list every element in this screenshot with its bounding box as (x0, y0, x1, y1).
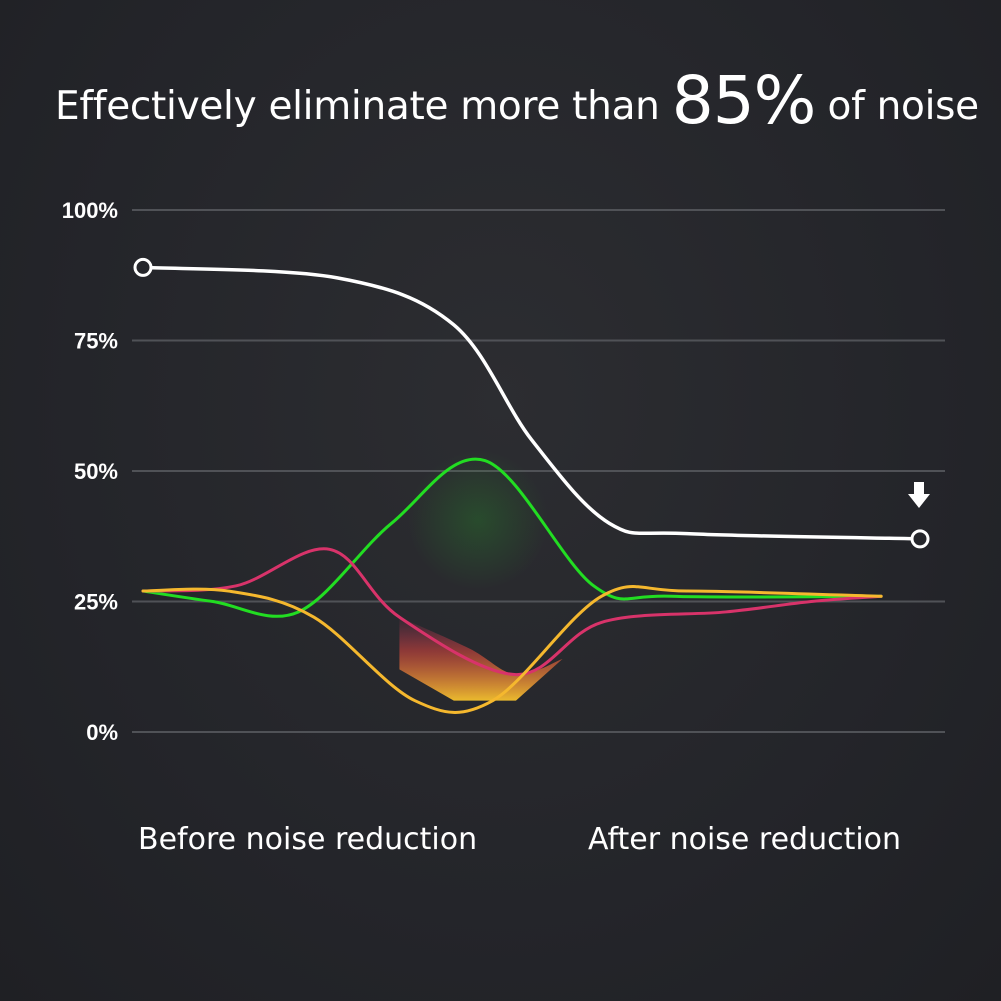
y-tick-label: 0% (86, 720, 118, 745)
headline: Effectively eliminate more than 85% of n… (55, 62, 995, 139)
grid-lines (132, 209, 945, 733)
y-tick-label: 25% (74, 590, 118, 615)
headline-highlight: 85% (671, 62, 817, 139)
caption-before: Before noise reduction (138, 822, 478, 857)
y-tick-label: 100% (62, 198, 118, 223)
headline-prefix: Effectively eliminate more than (55, 84, 660, 129)
green-line (141, 457, 883, 618)
white-line (141, 265, 922, 541)
white-line-marker (133, 257, 153, 277)
yellow-line (141, 585, 883, 714)
caption-after: After noise reduction (588, 822, 902, 857)
arrow-down-icon (908, 482, 930, 508)
headline-suffix: of noise (827, 84, 980, 129)
noise-reduction-fill (399, 617, 563, 701)
y-tick-label: 50% (74, 459, 118, 484)
red-line (141, 547, 883, 677)
white-line-marker (910, 529, 930, 549)
green-glow (408, 450, 548, 590)
y-axis-ticks: 100% 75% 50% 25% 0% (62, 198, 118, 745)
y-tick-label: 75% (74, 329, 118, 354)
